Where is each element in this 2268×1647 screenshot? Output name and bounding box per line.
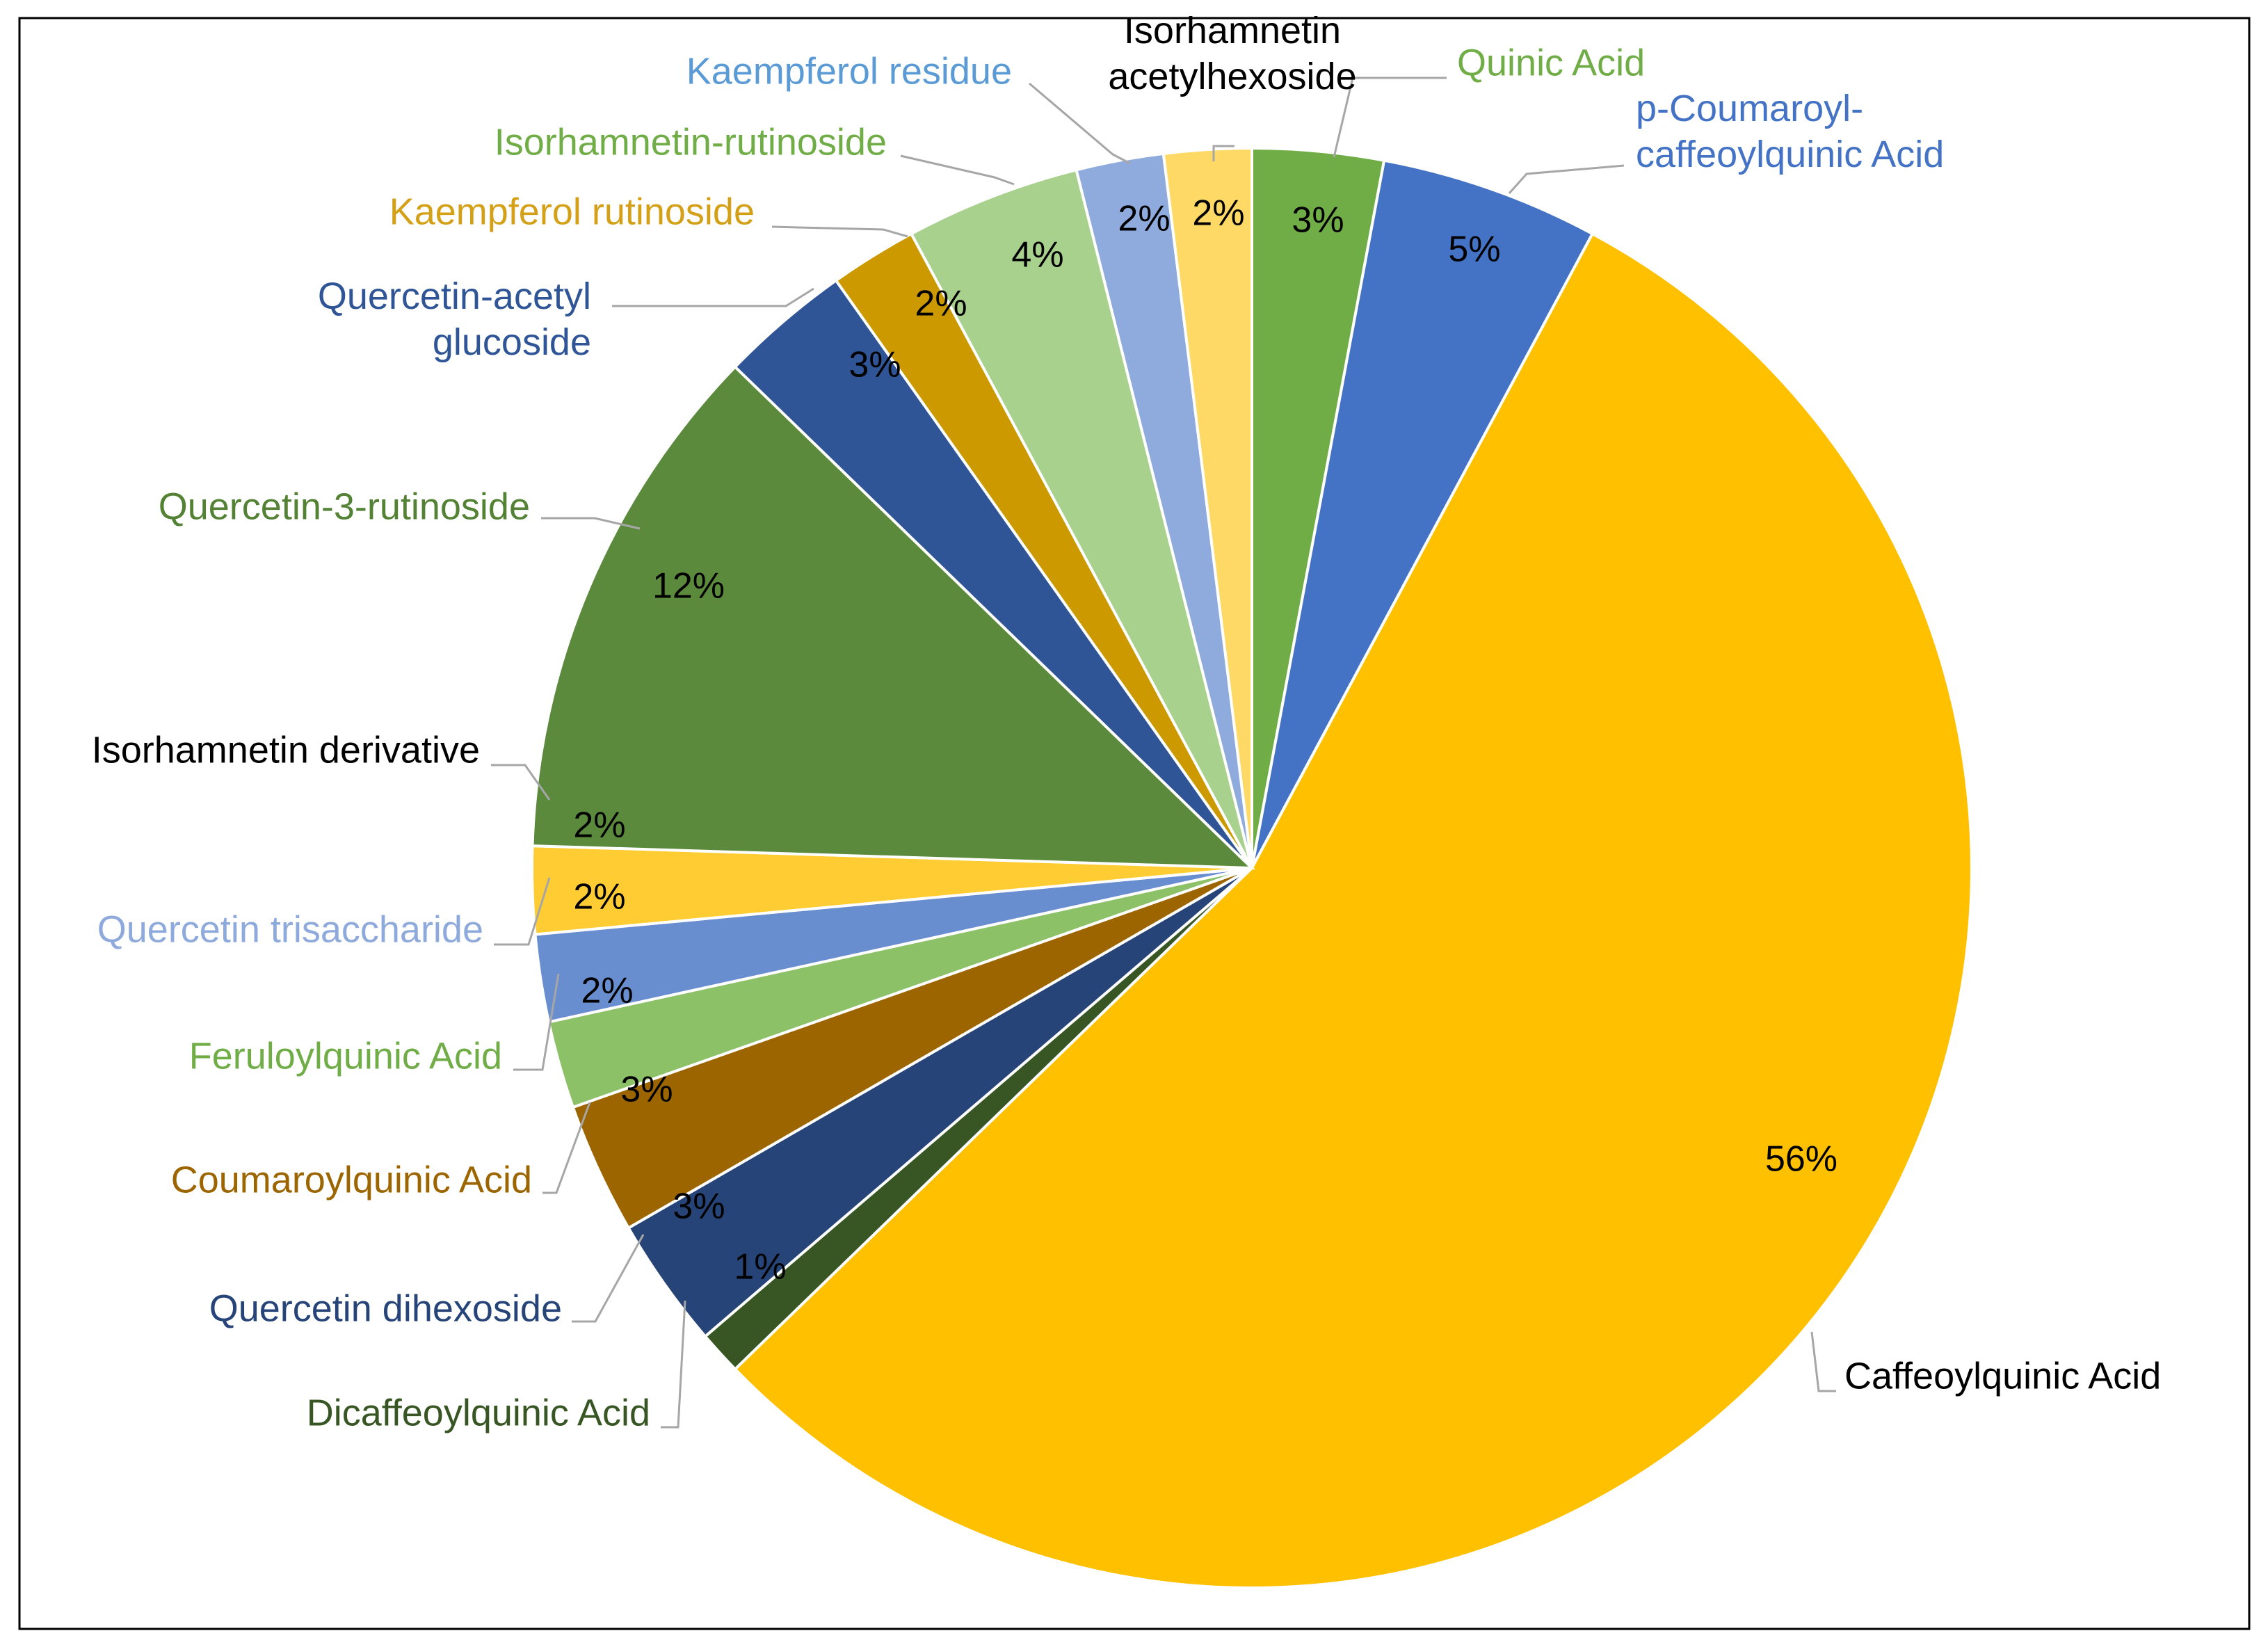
slices-layer <box>531 146 1973 1589</box>
category-label-caffeoylquinic-acid: Caffeoylquinic Acid <box>1844 1355 2161 1397</box>
category-label-line: Quercetin-acetyl <box>318 275 591 317</box>
data-label-coumaroylquinic-acid: 3% <box>620 1070 673 1110</box>
data-label-p-coumaroyl-caffeoylquinic-acid: 5% <box>1448 230 1500 270</box>
category-label-p-coumaroyl-caffeoylquinic-acid: p-Coumaroyl-caffeoylquinic Acid <box>1636 88 1944 175</box>
data-label-quercetin-acetyl-glucoside: 3% <box>849 345 901 385</box>
category-label-quercetin-trisaccharide: Quercetin trisaccharide <box>97 908 483 950</box>
leader-line-kaempferol-rutinoside <box>771 225 908 238</box>
category-label-line: Isorhamnetin <box>1124 10 1341 51</box>
category-label-isorhamnetin-derivative: Isorhamnetin derivative <box>92 729 480 771</box>
category-label-coumaroylquinic-acid: Coumaroylquinic Acid <box>171 1159 532 1200</box>
leader-line-isorhamnetin-derivative <box>491 764 551 801</box>
leader-line-quercetin-dihexoside <box>572 1234 645 1323</box>
data-label-quinic-acid: 3% <box>1292 200 1344 241</box>
category-label-line: p-Coumaroyl- <box>1636 88 1863 129</box>
leader-line-p-coumaroyl-caffeoylquinic-acid <box>1508 164 1625 194</box>
category-label-line: glucoside <box>433 321 591 363</box>
data-label-isorhamnetin-derivative: 2% <box>573 805 625 846</box>
pie-slice-isorhamnetin-rutinoside <box>909 168 1253 869</box>
category-label-kaempferol-residue: Kaempferol residue <box>686 50 1012 92</box>
leader-line-quinic-acid <box>1333 77 1447 158</box>
leader-line-caffeoylquinic-acid <box>1810 1331 1836 1392</box>
category-label-quercetin-3-rutinoside: Quercetin-3-rutinoside <box>159 485 530 527</box>
leader-line-isorhamnetin-rutinoside <box>900 154 1015 186</box>
leader-line-quercetin-acetyl-glucoside <box>612 287 814 307</box>
chart-border <box>18 17 2251 1630</box>
category-label-isorhamnetin-acetylhexoside: Isorhamnetin acetylhexoside <box>1108 10 1356 97</box>
leader-line-dicaffeoylquinic-acid <box>661 1300 686 1429</box>
category-label-quercetin-dihexoside: Quercetin dihexoside <box>209 1287 562 1329</box>
category-labels-layer: Quinic Acid p-Coumaroyl-caffeoylquinic Ac… <box>92 10 2162 1433</box>
data-label-feruloylquinic-acid: 2% <box>581 971 633 1011</box>
category-label-quercetin-acetyl-glucoside: Quercetin-acetyl glucoside <box>318 275 591 363</box>
category-label-feruloylquinic-acid: Feruloylquinic Acid <box>189 1035 502 1077</box>
category-label-kaempferol-rutinoside: Kaempferol rutinoside <box>389 191 755 232</box>
category-label-quinic-acid: Quinic Acid <box>1457 42 1645 83</box>
pie-slice-caffeoylquinic-acid <box>733 232 1973 1589</box>
data-label-kaempferol-rutinoside: 2% <box>915 284 967 324</box>
category-label-line: acetylhexoside <box>1108 56 1356 97</box>
pie-slice-p-coumaroyl-caffeoylquinic-acid <box>1250 159 1595 869</box>
category-label-line: caffeoylquinic Acid <box>1636 134 1944 175</box>
data-label-kaempferol-residue: 2% <box>1118 199 1170 239</box>
leader-line-quercetin-3-rutinoside <box>541 517 641 530</box>
data-label-isorhamnetin-acetylhexoside: 2% <box>1192 193 1244 234</box>
data-label-caffeoylquinic-acid: 56% <box>1765 1139 1837 1180</box>
leader-line-feruloylquinic-acid <box>513 973 560 1071</box>
leaders-layer <box>491 77 1836 1429</box>
category-label-isorhamnetin-rutinoside: Isorhamnetin-rutinoside <box>494 121 887 163</box>
data-label-quercetin-3-rutinoside: 12% <box>652 566 725 606</box>
category-label-dicaffeoylquinic-acid: Dicaffeoylquinic Acid <box>307 1392 650 1433</box>
data-label-isorhamnetin-rutinoside: 4% <box>1011 235 1063 275</box>
pie-slice-isorhamnetin-acetylhexoside <box>1161 146 1253 869</box>
leader-line-kaempferol-residue <box>1029 82 1131 165</box>
data-label-quercetin-trisaccharide: 2% <box>573 877 625 917</box>
data-label-quercetin-dihexoside: 3% <box>673 1187 725 1227</box>
data-label-dicaffeoylquinic-acid: 1% <box>734 1247 786 1287</box>
leader-line-quercetin-trisaccharide <box>494 877 551 946</box>
leader-line-isorhamnetin-acetylhexoside <box>1212 145 1234 161</box>
labels-layer: 3%5%56%1%3%3%2%2%2%12%3%2%4%2% 2% <box>573 193 1837 1287</box>
leader-line-coumaroylquinic-acid <box>542 1102 591 1194</box>
